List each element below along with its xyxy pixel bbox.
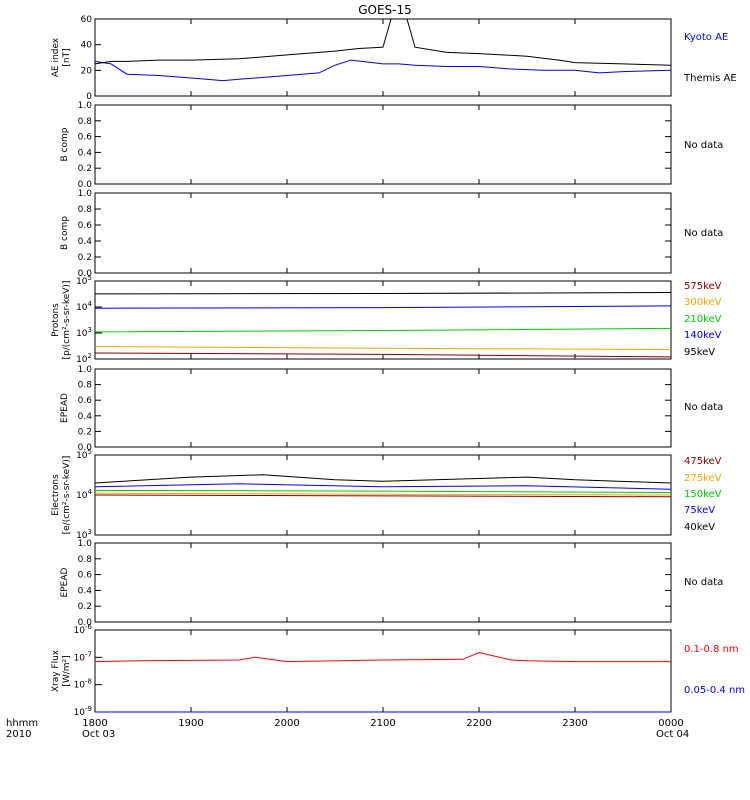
legend-xray-long: 0.1-0.8 nm bbox=[684, 644, 739, 655]
legend-p-140kev: 140keV bbox=[684, 330, 722, 341]
xtick-label-2100: 2100 bbox=[370, 718, 395, 729]
ylabel-2-3: 0.6 bbox=[78, 221, 93, 231]
panel-frame-6 bbox=[94, 542, 672, 623]
panel-7-ylabel-0: Xray Flux bbox=[51, 649, 61, 692]
legend-p-300kev: 300keV bbox=[684, 297, 722, 308]
panel-2-ylabel-0: B comp bbox=[60, 216, 70, 250]
legend-e-475kev: 475keV bbox=[684, 456, 722, 467]
series-7-0 bbox=[94, 651, 671, 663]
panel-7-ylabel-1: [W/m²] bbox=[62, 655, 72, 686]
ylabel-2-1: 0.2 bbox=[78, 253, 92, 263]
ylabel-4-5: 1.0 bbox=[78, 365, 93, 375]
xtick-label-1900: 1900 bbox=[178, 718, 203, 729]
log-ytick-label-3-3: 103 bbox=[76, 326, 92, 339]
ylabel-1-2: 0.4 bbox=[78, 148, 93, 158]
b-comp-2-status: No data bbox=[684, 228, 723, 239]
log-ytick-label-7--9: 10-9 bbox=[74, 705, 92, 718]
series-3-2 bbox=[94, 327, 672, 333]
series-5-0 bbox=[94, 494, 672, 498]
ylabel-6-1: 0.2 bbox=[78, 602, 92, 612]
panel-0-ylabel-0: AE index bbox=[51, 37, 61, 77]
panel-frame-7 bbox=[94, 629, 672, 713]
series-3-4 bbox=[94, 292, 672, 295]
ylabel-1-1: 0.2 bbox=[78, 164, 92, 174]
epead-2-status: No data bbox=[684, 577, 723, 588]
panel-5-ylabel-0: Electrons bbox=[51, 474, 61, 516]
start-date-label: Oct 03 bbox=[82, 729, 115, 740]
ylabel-6-3: 0.6 bbox=[78, 571, 93, 581]
series-5-4 bbox=[94, 474, 672, 484]
panel-frame-2 bbox=[94, 192, 672, 274]
ylabel-1-3: 0.6 bbox=[78, 133, 93, 143]
ylabel-6-2: 0.4 bbox=[78, 586, 93, 596]
xtick-label-1800: 1800 bbox=[82, 718, 107, 729]
log-ytick-label-7--7: 10-7 bbox=[74, 650, 92, 663]
legend-kyoto-ae: Kyoto AE bbox=[684, 32, 728, 43]
panel-frame-4 bbox=[94, 368, 672, 448]
panel-6-ylabel-0: EPEAD bbox=[60, 567, 70, 597]
legend-themis-ae: Themis AE bbox=[683, 73, 737, 84]
series-5-2 bbox=[94, 489, 672, 494]
panel-3-ylabel-1: [p/(cm²-s-sr-keV)] bbox=[62, 281, 72, 360]
series-5-3 bbox=[94, 483, 672, 490]
ylabel-2-5: 1.0 bbox=[78, 189, 93, 199]
panel-5-ylabel-1: [e/(cm²-s-sr-keV)] bbox=[62, 456, 72, 535]
panel-3-ylabel-0: Protons bbox=[51, 303, 61, 337]
legend-e-150kev: 150keV bbox=[684, 489, 722, 500]
xtick-label-2000: 2000 bbox=[274, 718, 299, 729]
legend-e-40kev: 40keV bbox=[684, 522, 715, 533]
panel-4-ylabel-0: EPEAD bbox=[60, 393, 70, 423]
series-3-0 bbox=[94, 352, 672, 358]
panel-frame-1 bbox=[94, 104, 672, 185]
ylabel-4-0: 0.0 bbox=[78, 443, 93, 453]
ylabel-4-4: 0.8 bbox=[78, 381, 93, 391]
ylabel-2-0: 0.0 bbox=[78, 269, 93, 279]
panel-frame-0 bbox=[94, 18, 672, 97]
legend-p-210kev: 210keV bbox=[684, 314, 722, 325]
legend-xray-short: 0.05-0.4 nm bbox=[684, 685, 745, 696]
panel-1-ylabel-0: B comp bbox=[60, 127, 70, 161]
panel-0-ylabel-1: [nT] bbox=[62, 48, 72, 66]
log-ytick-label-3-2: 102 bbox=[76, 352, 92, 365]
ylabel-6-4: 0.8 bbox=[78, 555, 93, 565]
ae-ytick-label-3: 60 bbox=[81, 15, 93, 25]
b-comp-1-status: No data bbox=[684, 140, 723, 151]
ae-ytick-label-1: 20 bbox=[81, 66, 93, 76]
ae-ytick-label-2: 40 bbox=[81, 41, 93, 51]
ylabel-6-5: 1.0 bbox=[78, 539, 93, 549]
ylabel-4-2: 0.4 bbox=[78, 412, 93, 422]
legend-p-95kev: 95keV bbox=[684, 347, 715, 358]
epead-1-status: No data bbox=[684, 402, 723, 413]
ae-series-1 bbox=[94, 18, 672, 66]
ylabel-1-0: 0.0 bbox=[78, 180, 93, 190]
end-date-label: Oct 04 bbox=[656, 729, 689, 740]
log-ytick-label-5-4: 104 bbox=[76, 488, 92, 501]
log-ytick-label-7--8: 10-8 bbox=[74, 678, 92, 691]
legend-e-275kev: 275keV bbox=[684, 473, 722, 484]
xtick-label-2300: 2300 bbox=[562, 718, 587, 729]
plot-title: GOES-15 bbox=[358, 3, 412, 17]
ylabel-6-0: 0.0 bbox=[78, 618, 93, 628]
legend-e-75kev: 75keV bbox=[684, 505, 715, 516]
xtick-label-0000: 0000 bbox=[658, 718, 683, 729]
ylabel-1-4: 0.8 bbox=[78, 117, 93, 127]
series-3-1 bbox=[94, 346, 672, 351]
ylabel-4-1: 0.2 bbox=[78, 427, 92, 437]
time-year-label: 2010 bbox=[6, 729, 31, 740]
series-5-1 bbox=[94, 492, 672, 496]
time-row-label: hhmm bbox=[6, 718, 38, 729]
ae-series-0 bbox=[94, 59, 672, 82]
legend-p-575kev: 575keV bbox=[684, 281, 722, 292]
xtick-label-2200: 2200 bbox=[466, 718, 491, 729]
log-ytick-label-3-4: 104 bbox=[76, 300, 92, 313]
ae-ytick-label-0: 0 bbox=[86, 92, 92, 102]
series-3-3 bbox=[94, 305, 672, 309]
ylabel-2-2: 0.4 bbox=[78, 237, 93, 247]
ylabel-1-5: 1.0 bbox=[78, 101, 93, 111]
ylabel-2-4: 0.8 bbox=[78, 205, 93, 215]
ylabel-4-3: 0.6 bbox=[78, 396, 93, 406]
